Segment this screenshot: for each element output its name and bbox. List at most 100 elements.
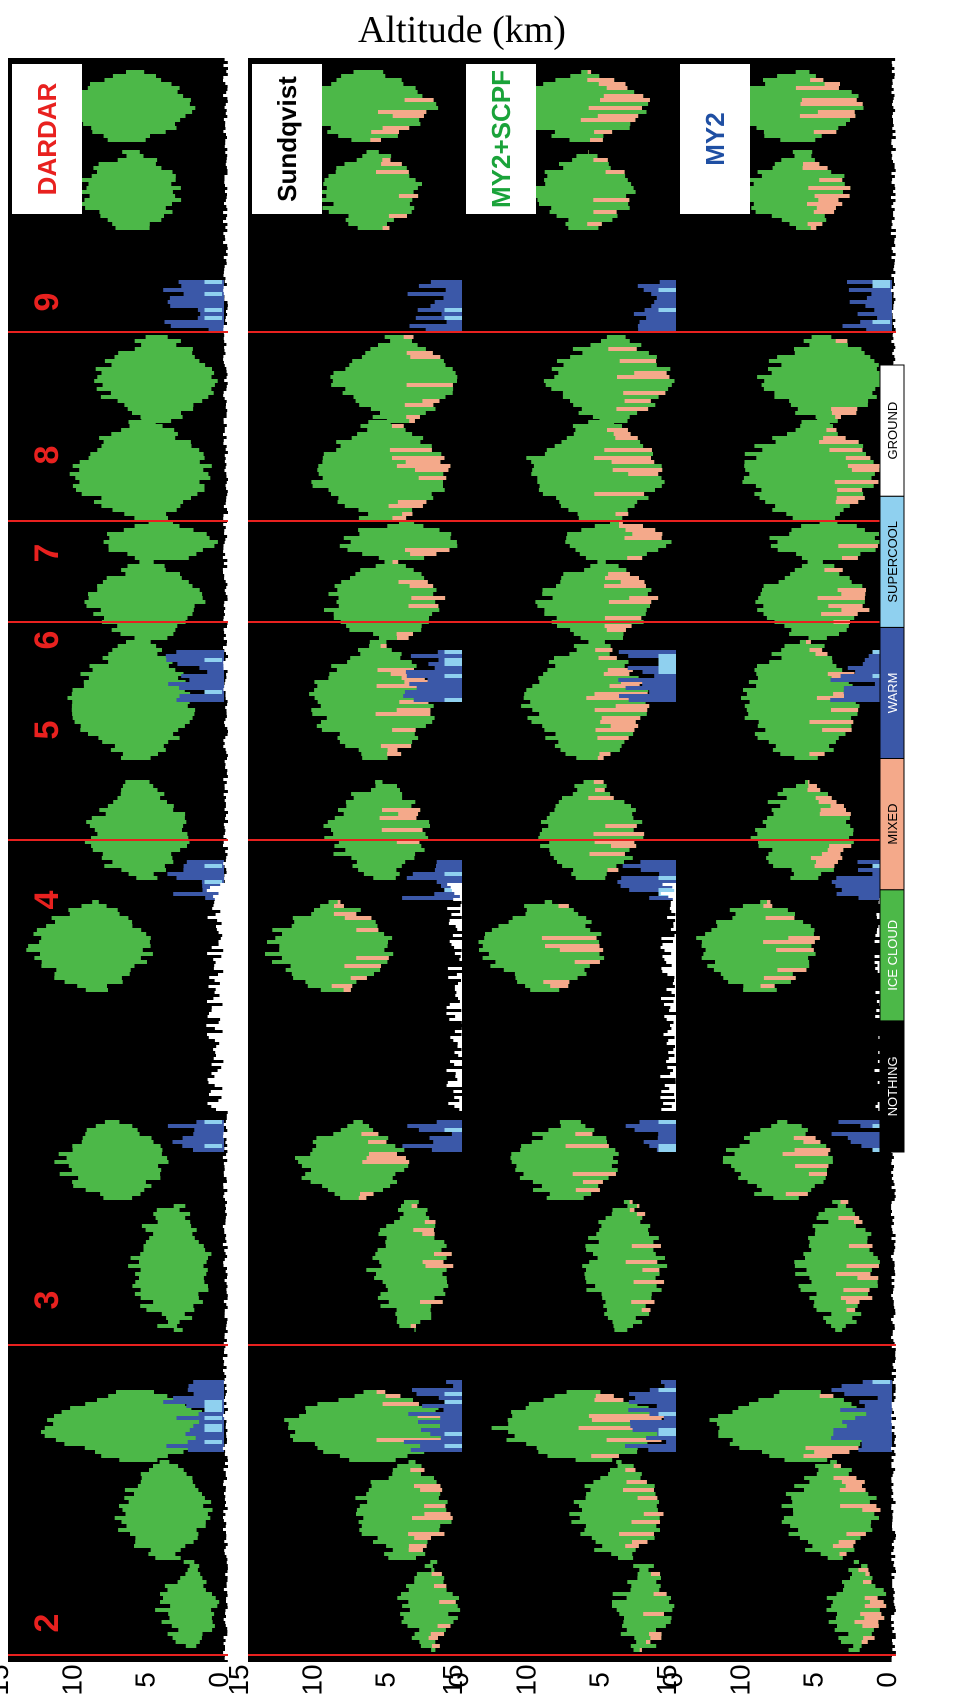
cloud-cell <box>422 1232 434 1236</box>
cloud-cell <box>337 588 436 592</box>
cloud-cell <box>646 1436 678 1440</box>
cloud-cell <box>419 476 447 480</box>
cloud-cell <box>564 363 657 367</box>
cloud-cell <box>428 678 464 682</box>
cloud-cell <box>585 1276 655 1280</box>
cloud-cell <box>864 1616 884 1620</box>
ground-cell <box>225 1396 228 1399</box>
cloud-cell <box>841 608 869 612</box>
cloud-cell <box>841 1296 872 1300</box>
cloud-cell <box>828 604 862 608</box>
ground-cell <box>214 1075 228 1078</box>
cloud-cell <box>659 288 677 292</box>
cloud-cell <box>545 452 653 456</box>
cloud-cell <box>769 359 875 363</box>
ground-cell <box>225 1645 228 1648</box>
cloud-cell <box>630 1208 635 1212</box>
ground-cell <box>223 433 228 436</box>
ground-cell <box>225 1495 228 1498</box>
cloud-cell <box>631 1300 654 1304</box>
cloud-cell <box>96 1124 133 1128</box>
cloud-cell <box>781 158 815 162</box>
cloud-cell <box>665 1384 679 1388</box>
cloud-cell <box>789 399 868 403</box>
cloud-cell <box>820 812 851 816</box>
cloud-cell <box>339 1398 414 1402</box>
cloud-cell <box>805 1548 854 1552</box>
cloud-cell <box>68 696 196 700</box>
cloud-cell <box>796 86 839 90</box>
cloud-cell <box>60 1172 160 1176</box>
ground-cell <box>224 391 228 394</box>
altitude-tick-label: 5 <box>130 1672 161 1688</box>
cloud-cell <box>321 86 415 90</box>
ground-cell <box>894 1378 896 1381</box>
cloud-cell <box>146 1240 199 1244</box>
ground-cell <box>894 241 896 244</box>
ground-cell <box>224 649 228 652</box>
cloud-cell <box>390 448 432 452</box>
cloud-cell <box>177 698 225 702</box>
cloud-cell <box>581 118 636 122</box>
cloud-cell <box>330 375 457 379</box>
cloud-cell <box>108 660 172 664</box>
cloud-cell <box>799 1284 878 1288</box>
cloud-cell <box>659 654 677 658</box>
ground-cell <box>223 1186 228 1189</box>
cloud-cell <box>286 968 380 972</box>
cloud-cell <box>324 608 439 612</box>
ground-cell <box>892 1522 896 1525</box>
ground-cell <box>226 1531 228 1534</box>
cloud-cell <box>509 920 592 924</box>
cloud-cell <box>802 564 834 568</box>
ground-cell <box>226 751 228 754</box>
cloud-cell <box>595 1398 624 1402</box>
cloud-cell <box>862 1444 892 1448</box>
ground-cell <box>226 1207 228 1210</box>
ground-cell <box>225 1168 228 1171</box>
ground-cell <box>892 247 896 250</box>
cloud-cell <box>347 660 412 664</box>
ground-cell <box>227 1201 228 1204</box>
cloud-cell <box>422 1404 464 1408</box>
cloud-cell <box>849 1244 873 1248</box>
ground-cell <box>226 103 228 106</box>
ground-cell <box>227 1441 228 1444</box>
ground-cell <box>895 130 896 133</box>
ground-cell <box>227 97 228 100</box>
cloud-cell <box>127 1524 206 1528</box>
cloud-cell <box>630 1420 678 1424</box>
cloud-cell <box>414 1576 444 1580</box>
cloud-cell <box>617 1608 673 1612</box>
cloud-cell <box>349 363 445 367</box>
segment-label: 2 <box>28 1614 66 1633</box>
cloud-cell <box>419 284 464 288</box>
ground-cell <box>895 1246 896 1249</box>
ground-cell <box>225 1444 228 1447</box>
ground-cell <box>225 1573 228 1576</box>
cloud-cell <box>445 650 463 654</box>
cloud-cell <box>405 98 434 102</box>
cloud-cell <box>863 1636 875 1640</box>
cloud-cell <box>420 1300 443 1304</box>
cloud-cell <box>878 1396 892 1400</box>
ground-cell <box>892 1276 897 1279</box>
panel-label: MY2+SCPF <box>486 70 516 208</box>
panel-sundqvist: Sundqvist <box>248 58 468 1663</box>
ground-cell <box>226 856 228 859</box>
ground-cell <box>892 1480 897 1483</box>
cloud-cell <box>72 1168 161 1172</box>
cloud-cell <box>840 1488 866 1492</box>
cloud-cell <box>749 1402 852 1406</box>
ground-cell <box>223 232 228 235</box>
cloud-cell <box>162 1312 185 1316</box>
ground-cell <box>223 778 228 781</box>
cloud-cell <box>306 106 438 110</box>
cloud-cell <box>657 296 678 300</box>
ground-cell <box>891 1213 896 1216</box>
cloud-cell <box>337 600 436 604</box>
ground-cell <box>223 220 228 223</box>
cloud-cell <box>109 536 209 540</box>
cloud-cell <box>552 367 671 371</box>
cloud-cell <box>563 395 659 399</box>
